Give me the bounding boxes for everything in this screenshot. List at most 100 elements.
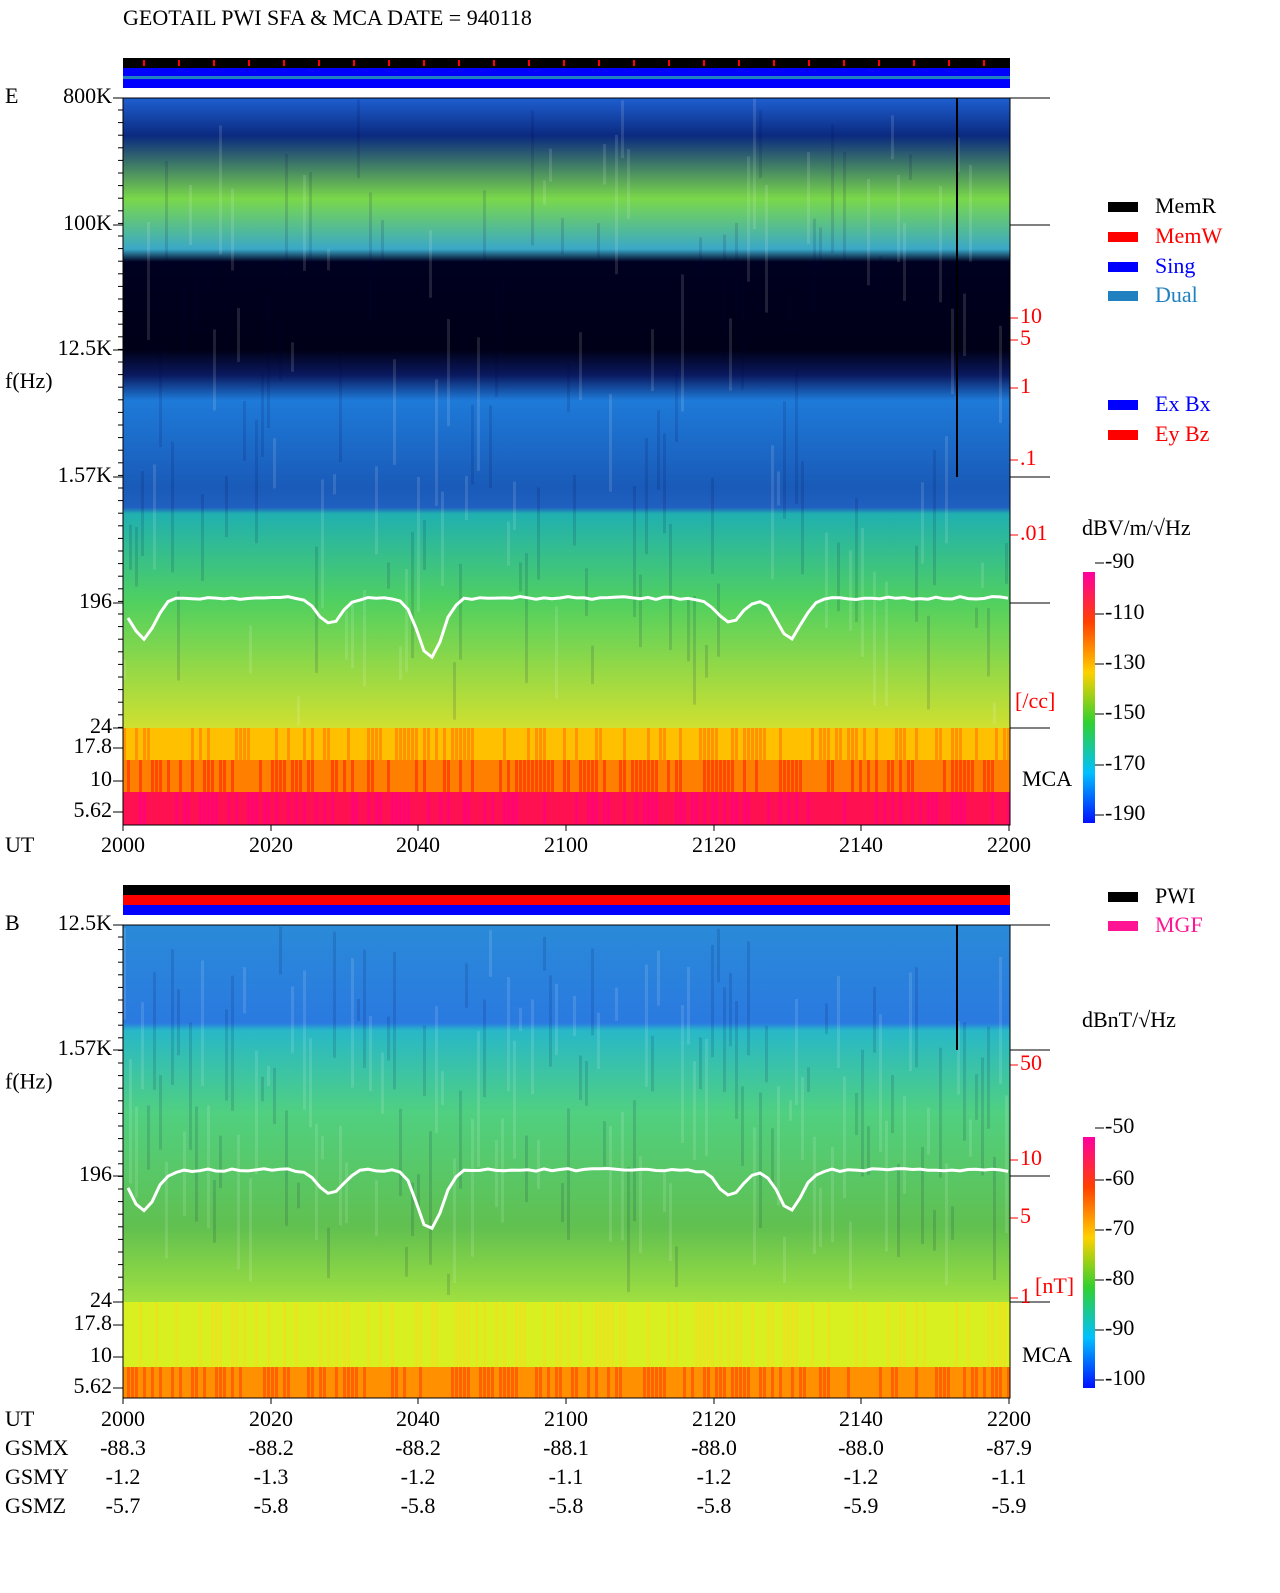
- spectrogram-texture: [339, 352, 342, 462]
- mca-texture: [395, 728, 398, 760]
- mca-texture: [579, 760, 582, 792]
- orbit-value: -5.9: [844, 1493, 879, 1518]
- mca-texture: [263, 792, 266, 825]
- trace: [126, 594, 1009, 660]
- mca-texture: [995, 1367, 998, 1398]
- spectrogram-texture: [357, 998, 360, 1022]
- time-label: UT: [5, 832, 35, 857]
- mca-texture: [303, 728, 306, 760]
- mca-texture: [427, 728, 430, 760]
- mca-texture: [947, 1367, 950, 1398]
- mca-texture: [623, 1302, 626, 1367]
- spectrogram-texture: [645, 964, 648, 1087]
- spectrogram-texture: [345, 1162, 348, 1224]
- spectrogram-texture: [531, 110, 534, 246]
- spectrogram-texture: [927, 1107, 930, 1155]
- mca-texture: [471, 728, 474, 760]
- mca-texture: [651, 792, 654, 825]
- mca-texture: [167, 760, 170, 792]
- mca-texture: [943, 1367, 946, 1398]
- mca-texture: [787, 792, 790, 825]
- mca-texture: [619, 1302, 622, 1367]
- mca-texture: [427, 792, 430, 825]
- spectrogram-texture: [465, 476, 468, 521]
- mca-texture: [219, 1367, 222, 1398]
- spectrogram-texture: [339, 1125, 342, 1226]
- mca-texture: [219, 1302, 222, 1367]
- mca-texture: [391, 792, 394, 825]
- mca-texture: [791, 1367, 794, 1398]
- mca-texture: [783, 760, 786, 792]
- spectrogram-texture: [477, 1031, 480, 1168]
- mca-texture: [419, 1302, 422, 1367]
- mca-texture: [723, 760, 726, 792]
- orbit-value: -1.2: [106, 1464, 141, 1489]
- x-tick-label: 2000: [101, 832, 145, 857]
- spectrogram-texture: [333, 931, 336, 1058]
- mca-texture: [599, 1302, 602, 1367]
- spectrogram-texture: [981, 1057, 984, 1176]
- mca-texture: [951, 728, 954, 760]
- mca-texture: [651, 760, 654, 792]
- mca-texture: [743, 792, 746, 825]
- spectrogram-texture: [735, 1000, 738, 1119]
- mca-texture: [519, 760, 522, 792]
- mca-texture: [251, 792, 254, 825]
- right-unit: [nT]: [1035, 1273, 1074, 1298]
- mca-texture: [855, 728, 858, 760]
- mca-texture: [719, 1367, 722, 1398]
- mca-texture: [343, 1302, 346, 1367]
- spectrogram-texture: [225, 475, 228, 538]
- mca-texture: [599, 728, 602, 760]
- mca-texture: [287, 1367, 290, 1398]
- y-axis-title: f(Hz): [5, 368, 53, 393]
- spectrogram-texture: [729, 318, 732, 391]
- legend-swatch: [1108, 430, 1138, 440]
- mca-texture: [155, 1302, 158, 1367]
- spectrogram-texture: [951, 308, 954, 395]
- mca-texture: [747, 792, 750, 825]
- mca-texture: [991, 1367, 994, 1398]
- mca-texture: [543, 1302, 546, 1367]
- legend-label: MemR: [1155, 193, 1216, 218]
- mca-texture: [659, 1367, 662, 1398]
- mca-texture: [415, 760, 418, 792]
- mca-texture: [663, 728, 666, 760]
- spectrogram-texture: [585, 568, 588, 616]
- mca-texture: [779, 792, 782, 825]
- mca-texture: [731, 728, 734, 760]
- mca-texture: [327, 1302, 330, 1367]
- mca-texture: [495, 1302, 498, 1367]
- colorbar-tick-label: -80: [1105, 1265, 1134, 1290]
- mca-texture: [915, 728, 918, 760]
- spectrogram-texture: [189, 1022, 192, 1150]
- mca-texture: [463, 1302, 466, 1367]
- legend-label: MGF: [1155, 912, 1203, 937]
- orbit-value: -5.8: [401, 1493, 436, 1518]
- spectrogram-texture: [687, 600, 690, 662]
- mca-texture: [299, 760, 302, 792]
- mca-texture: [195, 1367, 198, 1398]
- spectrogram-texture: [807, 151, 810, 244]
- legend-label: Ex Bx: [1155, 391, 1211, 416]
- spectrogram-texture: [693, 596, 696, 705]
- spectrogram-texture: [159, 345, 162, 448]
- mca-texture: [603, 792, 606, 825]
- spectrogram-texture: [249, 1178, 252, 1282]
- spectrogram-texture: [669, 523, 672, 650]
- spectrogram-texture: [861, 1049, 864, 1177]
- spectrogram-texture: [927, 615, 930, 710]
- spectrogram-texture: [567, 1108, 570, 1240]
- spectrogram-texture: [537, 1139, 540, 1190]
- mca-texture: [587, 760, 590, 792]
- status-bar: [123, 58, 1010, 68]
- colorbar-tick-label: -170: [1105, 750, 1145, 775]
- spectrogram-texture: [147, 1105, 150, 1170]
- mca-texture: [331, 760, 334, 792]
- mca-texture: [519, 1302, 522, 1367]
- spectrogram-texture: [279, 321, 282, 381]
- spectrogram-texture: [237, 307, 240, 362]
- mca-texture: [659, 728, 662, 760]
- spectrogram-texture: [747, 941, 750, 1056]
- mca-label: MCA: [1022, 1342, 1072, 1367]
